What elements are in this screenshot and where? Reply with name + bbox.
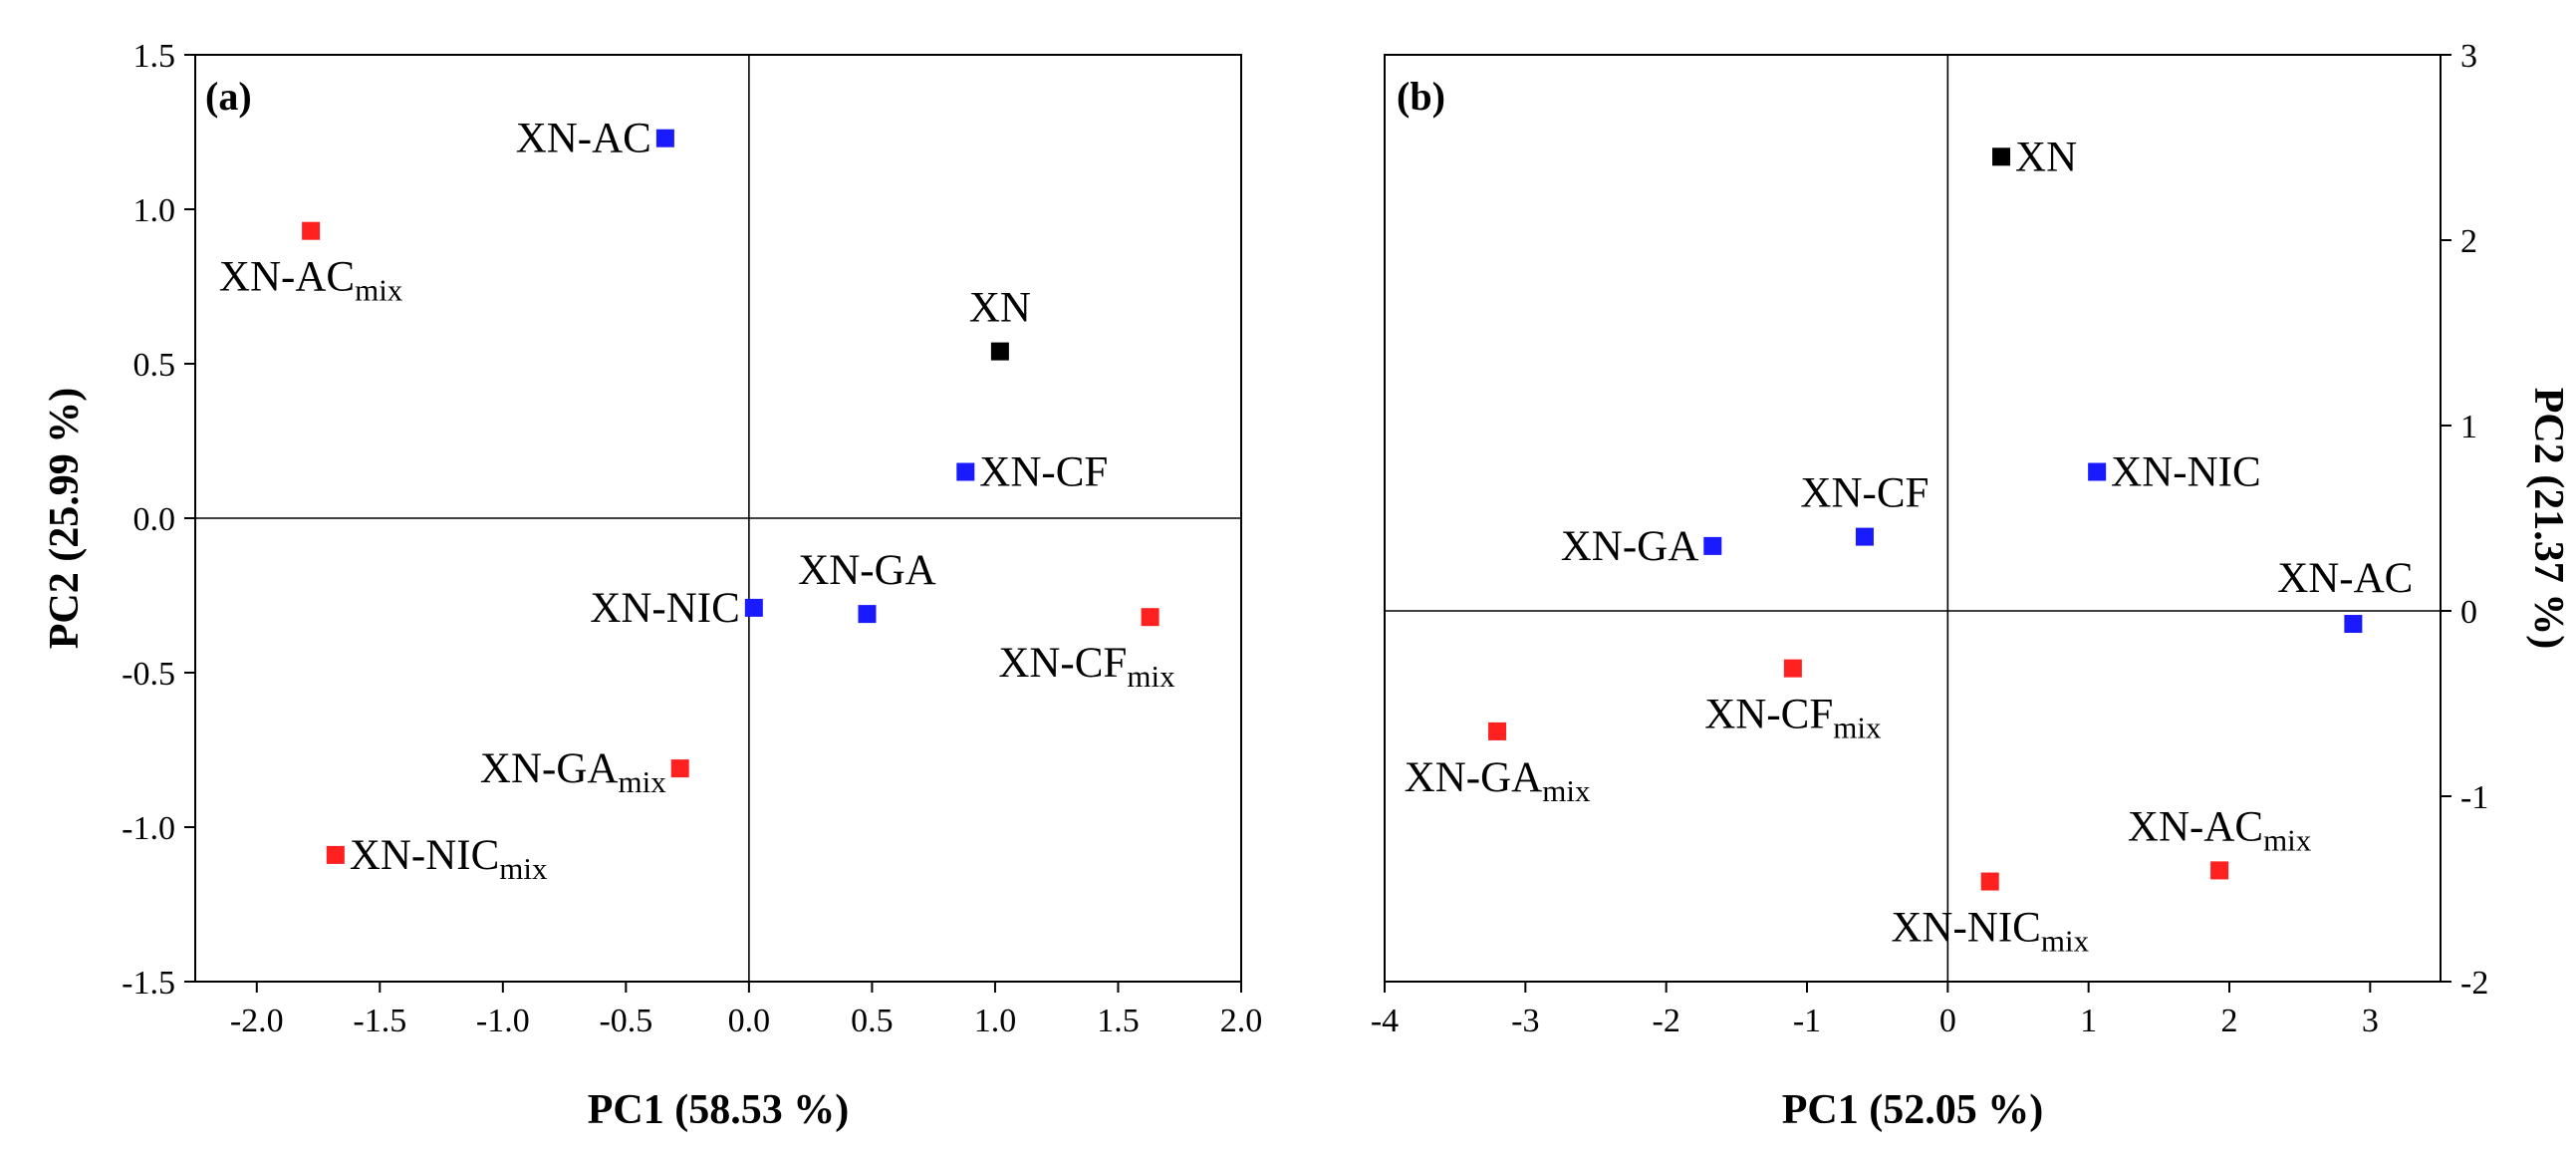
point-label: XN-NIC [590,585,739,632]
point-marker [1992,147,2011,166]
point-marker [1783,659,1802,678]
panel-a-points: XN XN-AC XN-CF XN-GA XN-NIC XN-ACmix XN-CFmix X… [219,116,1175,886]
point-marker [655,129,674,147]
x-tick-label: -4 [1371,1003,1399,1039]
point-label: XN [969,285,1031,332]
point-marker [1855,527,1874,546]
point-marker [326,845,345,864]
point-label: XN-GA [798,547,936,594]
point-marker [858,605,877,624]
x-tick-label: 1.5 [1097,1003,1140,1039]
point-label: XN-GAmix [480,745,666,799]
panel-a-x-axis-title: PC1 (58.53 %) [588,1087,849,1133]
x-tick-label: 0.5 [851,1003,894,1039]
panel-a-tag: (a) [205,74,252,119]
x-tick-label: 1.0 [974,1003,1017,1039]
x-tick-label: 2.0 [1220,1003,1263,1039]
point-label: XN-NIC [2111,449,2260,496]
x-tick-label: -2.0 [230,1003,284,1039]
point-label: XN-NICmix [1891,905,2089,959]
x-tick-label: -1.0 [476,1003,530,1039]
panel-b-axis-ticks: -4 -3 -2 -1 0 1 2 3 -2 -1 0 1 2 3 [1371,38,2488,1039]
point-marker [1980,872,1999,891]
y-tick-label: 2 [2460,223,2477,260]
panel-b-points: XN XN-NIC XN-AC XN-CF XN-GA XN-CFmix XN-GAmix X… [1405,134,2414,958]
point-marker [956,462,975,481]
point-label: XN-ACmix [2128,803,2312,857]
point-marker [1703,536,1722,555]
y-tick-label: -1.0 [122,810,175,847]
panel-b-y-axis-title: PC2 (21.37 %) [2525,388,2571,649]
y-tick-label: 1.0 [133,192,176,229]
x-tick-label: 3 [2362,1003,2379,1039]
panel-b-zero-lines [1385,55,2441,982]
point-label: XN-NICmix [350,832,548,886]
x-tick-label: -2 [1653,1003,1680,1039]
point-label: XN-CFmix [1704,692,1882,745]
x-tick-label: -0.5 [599,1003,652,1039]
point-marker [2210,861,2229,880]
point-label: XN-GA [1561,523,1699,570]
x-tick-label: -3 [1511,1003,1539,1039]
point-label: XN [2015,134,2077,180]
y-tick-label: -2 [2460,965,2488,1002]
y-tick-label: 1 [2460,409,2477,445]
point-marker [2344,615,2363,634]
x-tick-label: 1 [2080,1003,2097,1039]
point-label: XN-CF [979,449,1108,496]
point-marker [302,221,321,240]
x-tick-label: -1.5 [353,1003,406,1039]
panel-b-x-axis-title: PC1 (52.05 %) [1782,1087,2043,1133]
point-label: XN-ACmix [219,254,403,308]
y-tick-label: -1 [2460,779,2488,816]
y-tick-label: 3 [2460,38,2477,75]
x-tick-label: 2 [2221,1003,2238,1039]
y-tick-label: 1.5 [133,38,176,75]
x-tick-label: -1 [1793,1003,1821,1039]
point-label: XN-CF [1800,470,1929,517]
point-label: XN-GAmix [1405,754,1591,808]
y-tick-label: -1.5 [122,965,175,1002]
y-tick-label: 0 [2460,594,2477,631]
point-marker [1141,608,1159,627]
point-marker [990,342,1009,361]
y-tick-label: -0.5 [122,656,175,693]
panel-b-plot-frame [1384,54,2442,983]
x-tick-label: 0.0 [728,1003,771,1039]
point-marker [2088,462,2107,481]
point-marker [670,759,689,778]
panel-b-tag: (b) [1397,74,1445,119]
panel-a-axis-ticks: -2.0 -1.5 -1.0 -0.5 0.0 0.5 1.0 1.5 2.0 -1.5 -1.0 -… [122,38,1262,1039]
panel-a-y-axis-title: PC2 (25.99 %) [42,388,88,649]
point-label: XN-CFmix [998,640,1175,694]
point-marker [744,598,763,617]
x-tick-label: 0 [1939,1003,1956,1039]
y-tick-label: 0.5 [133,347,176,384]
panel-a-scatter: -2.0 -1.5 -1.0 -0.5 0.0 0.5 1.0 1.5 2.0 -1.5 -1.0 -… [42,38,1262,1133]
point-marker [1488,722,1507,740]
y-tick-label: 0.0 [133,501,176,538]
panel-a-zero-lines [195,55,1241,982]
point-label: XN-AC [2277,555,2413,602]
point-label: XN-AC [516,116,651,162]
